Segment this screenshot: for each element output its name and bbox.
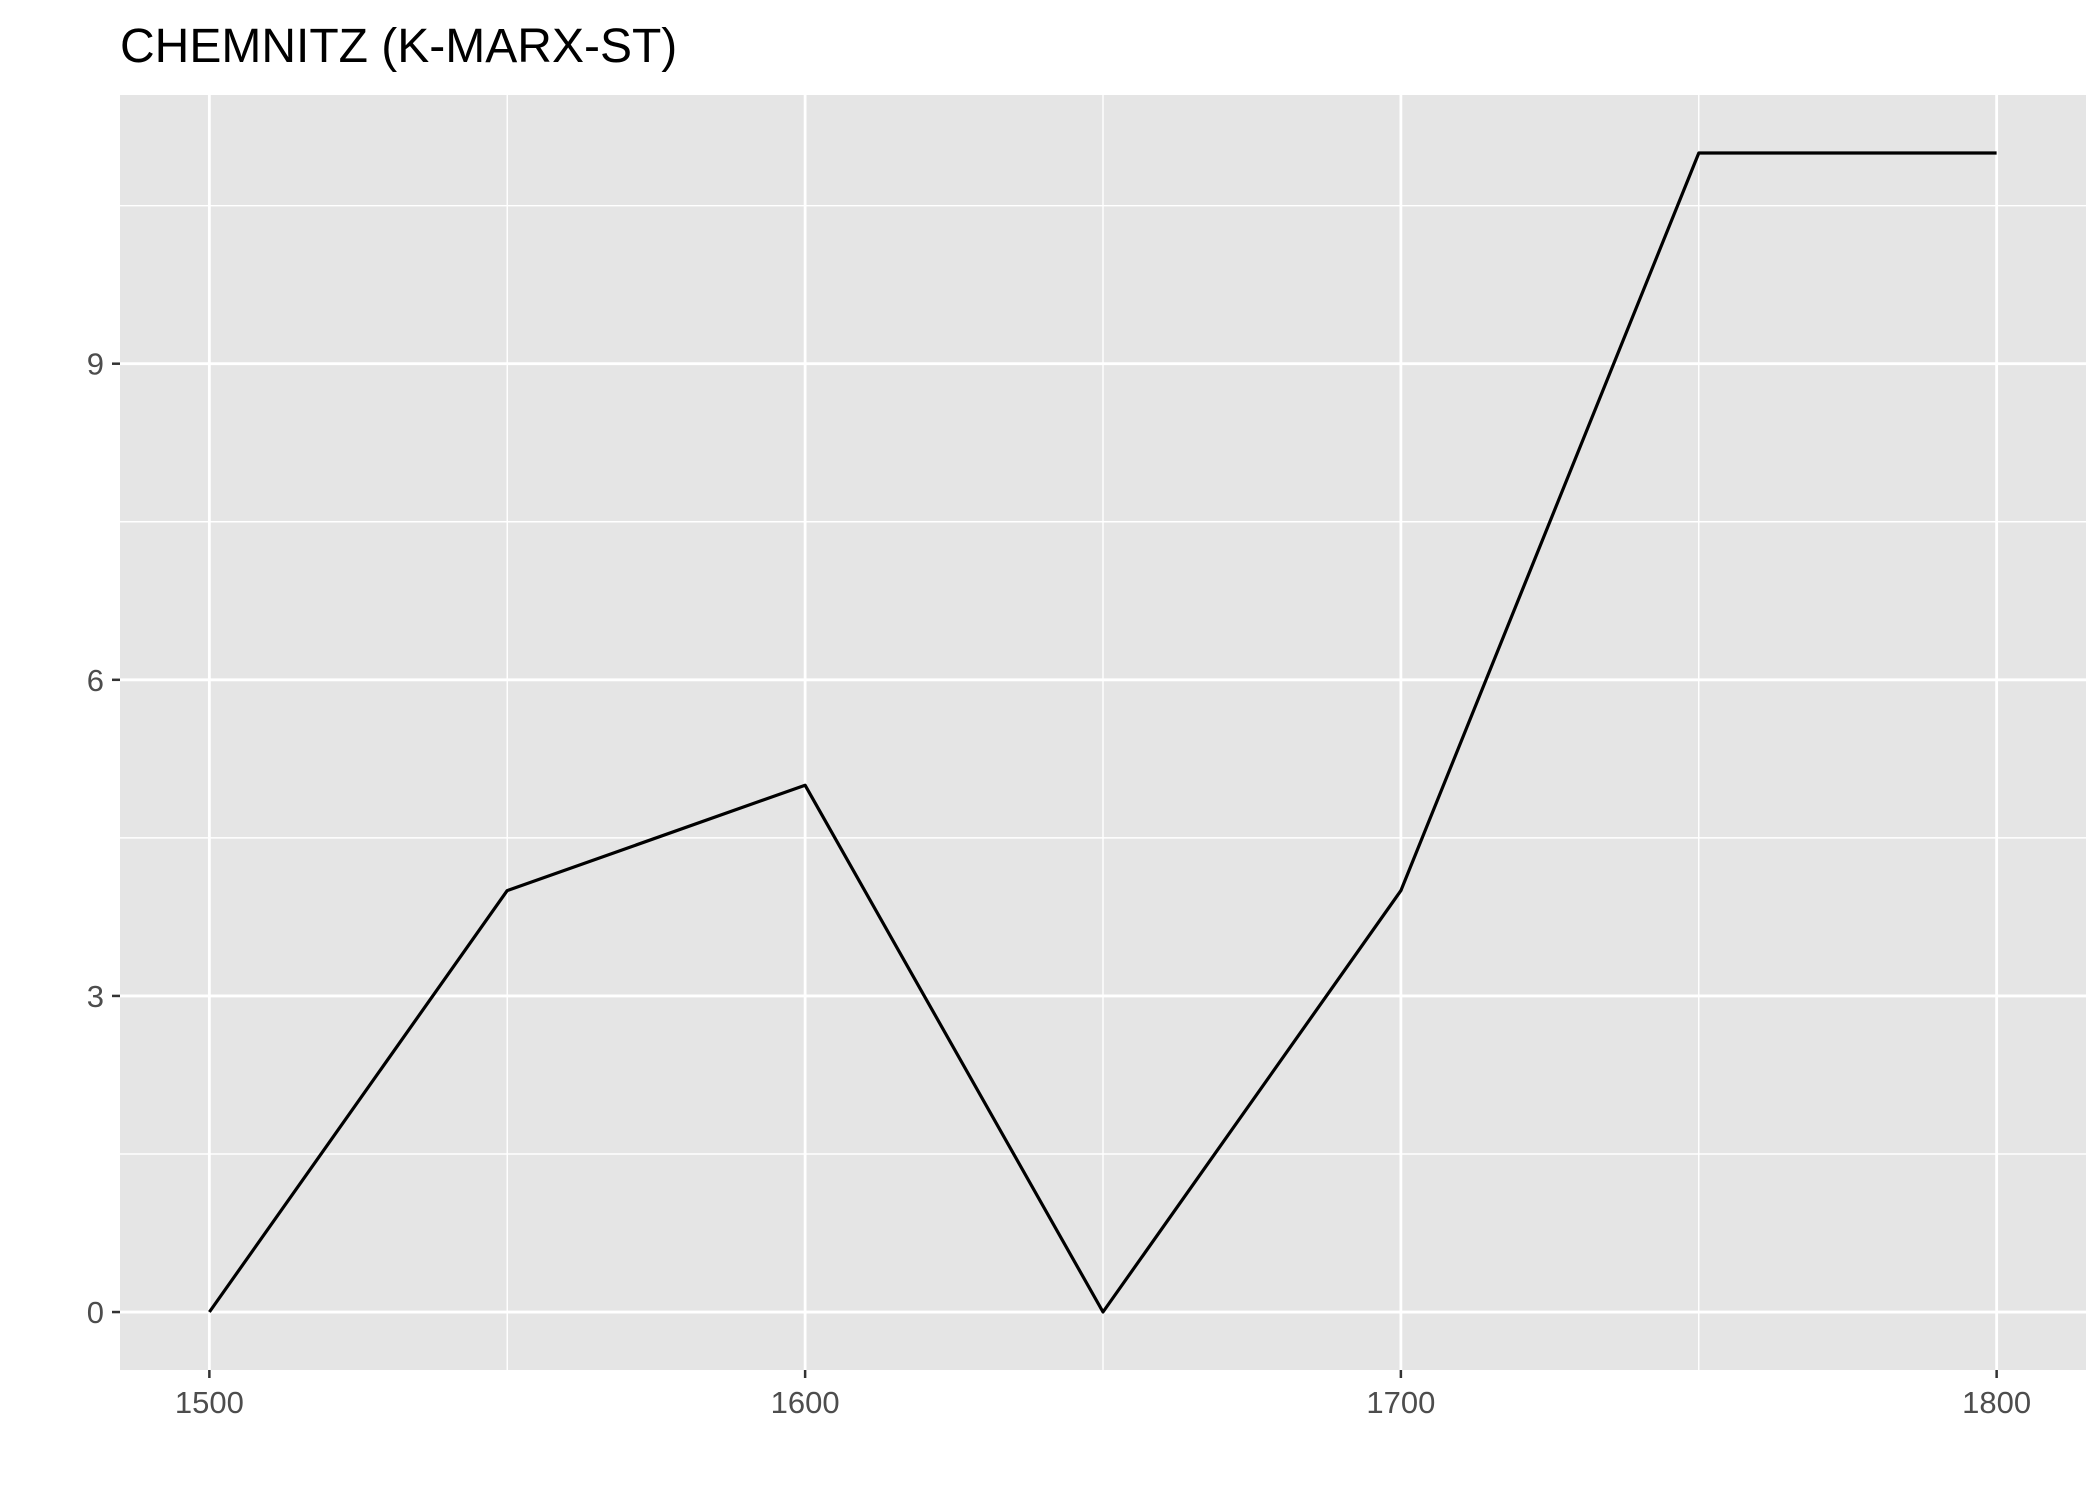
y-tick-label: 9 <box>87 347 104 382</box>
major-gridlines <box>120 95 2086 1370</box>
x-tick-label: 1800 <box>1962 1385 2031 1420</box>
series-line <box>208 151 1997 1314</box>
x-tick-label: 1500 <box>175 1385 244 1420</box>
chart-title: CHEMNITZ (K-MARX-ST) <box>120 20 677 73</box>
x-tick-label: 1700 <box>1366 1385 1435 1420</box>
x-tick-label: 1600 <box>771 1385 840 1420</box>
minor-gridlines <box>120 95 2086 1370</box>
x-axis: 1500 1600 1700 1800 <box>175 1370 2031 1420</box>
y-tick-label: 3 <box>87 979 104 1014</box>
y-tick-label: 0 <box>87 1295 104 1330</box>
y-axis: 0 3 6 9 <box>87 347 120 1330</box>
y-tick-label: 6 <box>87 663 104 698</box>
